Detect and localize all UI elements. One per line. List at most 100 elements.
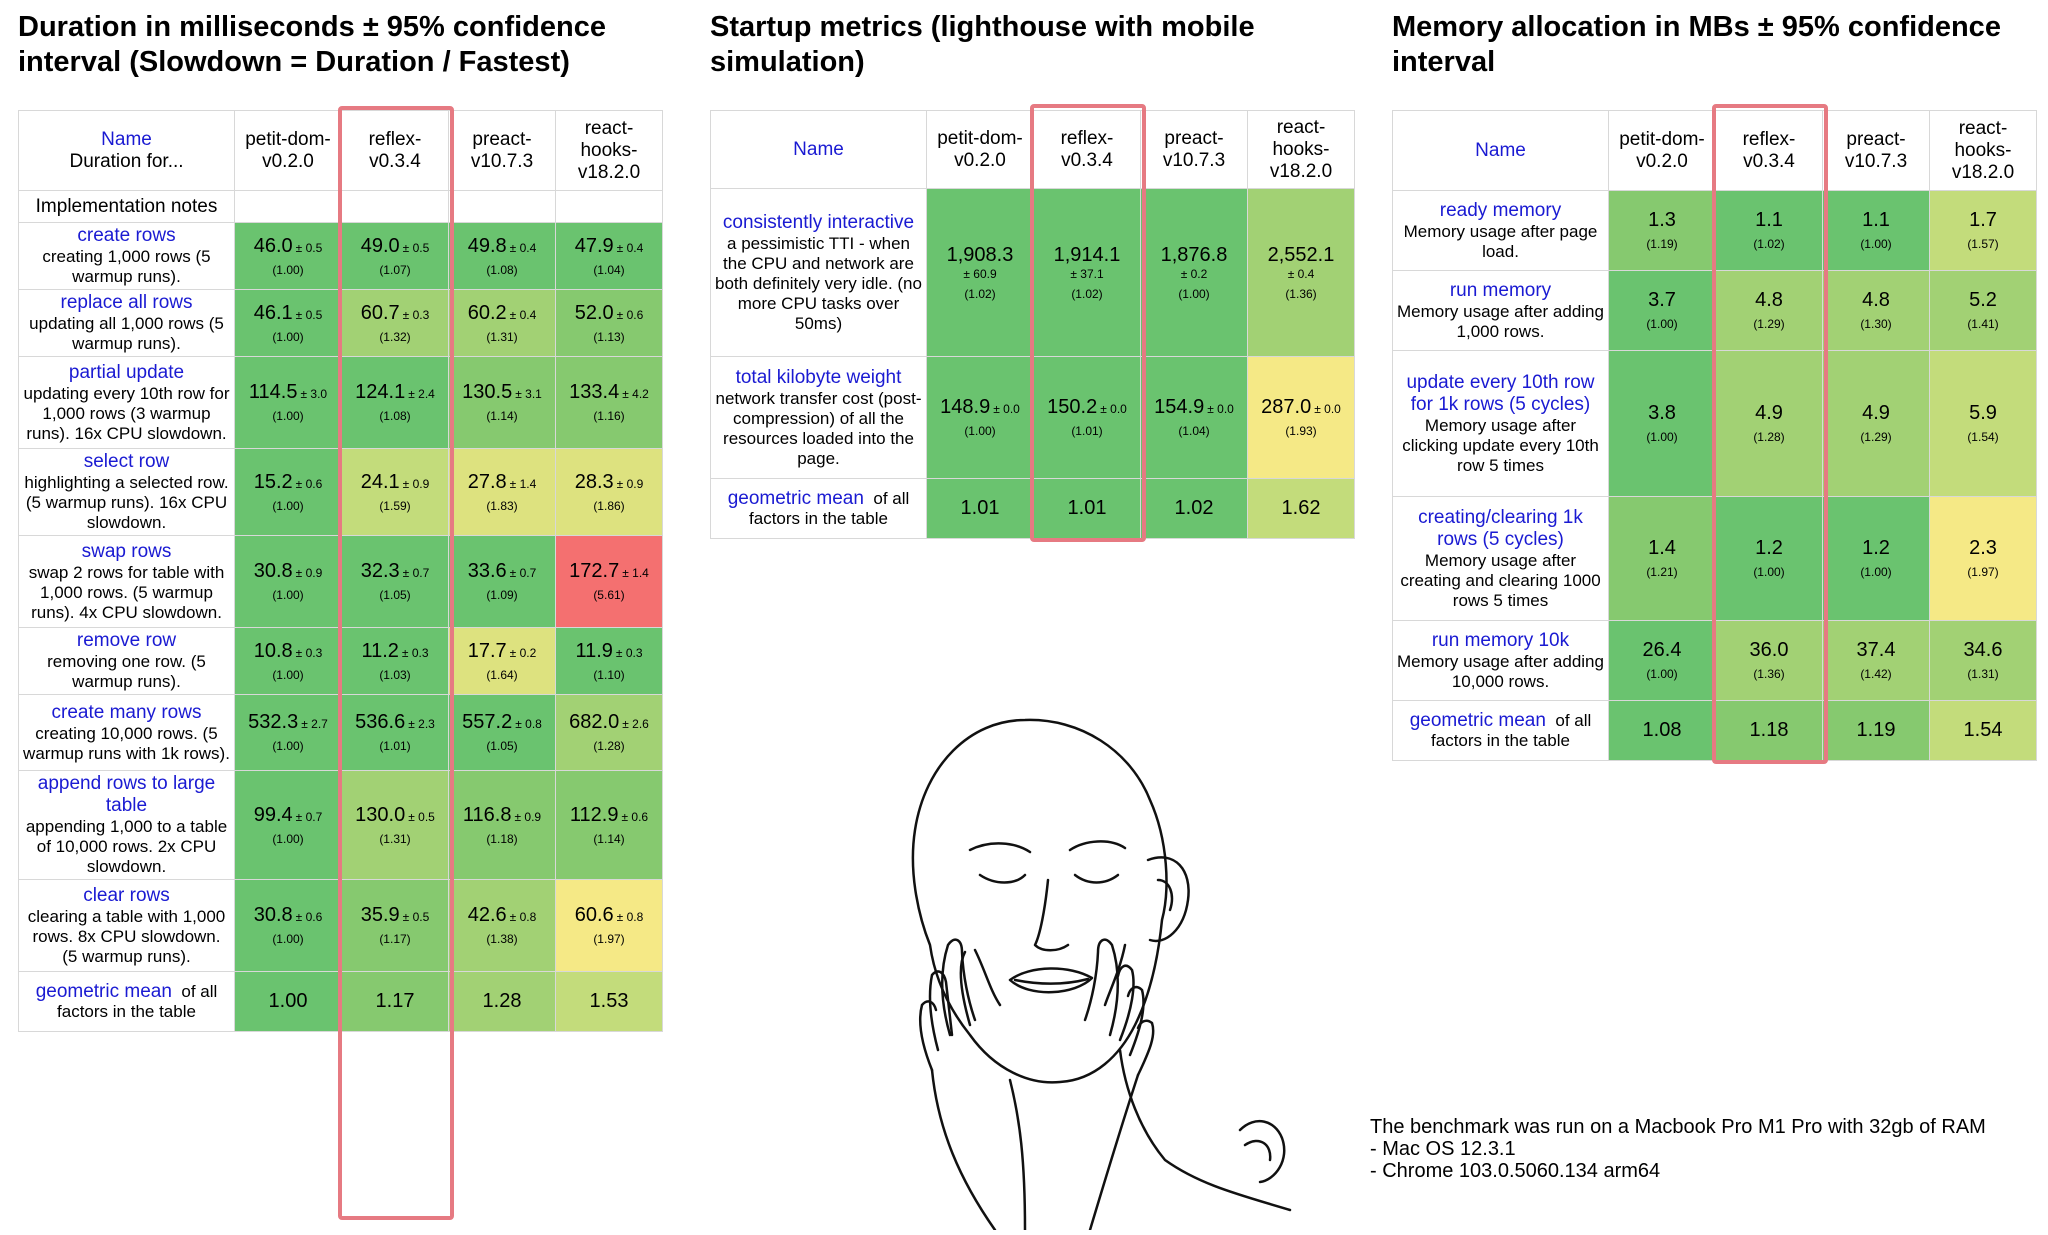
result-value-line: 114.5 ± 3.0 [239,381,337,404]
result-value-line: 35.9 ± 0.5 [346,904,444,927]
name-header-link[interactable]: Name [793,138,844,160]
result-value: 682.0 [569,711,620,733]
benchmark-name-link[interactable]: clear rows [83,884,170,906]
geometric-mean-link[interactable]: geometric mean [727,487,864,509]
slowdown-factor: (1.00) [1860,565,1892,579]
implementation-notes-cell [448,190,556,223]
benchmark-name-link[interactable]: run memory 10k [1431,629,1570,651]
result-cell: 46.1 ± 0.5 (1.00) [234,289,342,357]
benchmark-row: run memory 10k Memory usage after adding … [1392,620,2037,701]
result-value-line: 36.0 [1720,639,1818,662]
memory-title: Memory allocation in MBs ± 95% confidenc… [1392,11,2001,78]
slowdown-factor: (1.00) [1646,317,1678,331]
geometric-mean-value: 1.01 [1067,497,1107,519]
geometric-mean-value: 1.00 [268,990,308,1012]
benchmark-name-link[interactable]: create many rows [51,701,202,723]
benchmark-name-link[interactable]: replace all rows [60,292,193,313]
result-value: 46.1 [253,301,293,324]
benchmark-label-cell: replace all rows updating all 1,000 rows … [18,289,235,357]
column-header-petit-dom: petit-dom-v0.2.0 [1608,110,1716,191]
slowdown-factor: (1.29) [1860,430,1892,444]
benchmark-row: clear rows clearing a table with 1,000 ro… [18,879,663,972]
benchmark-name-link[interactable]: run memory [1449,279,1552,301]
result-value-line: 34.6 [1934,639,2032,662]
benchmark-row: swap rows swap 2 rows for table with 1,00… [18,535,663,628]
result-value-line: 47.9 ± 0.4 [560,235,658,258]
result-value: 1.3 [1648,209,1676,231]
slowdown-factor: (1.00) [272,932,304,946]
benchmark-name-link[interactable]: total kilobyte weight [735,366,902,388]
confidence-interval: ± 37.1 [1070,266,1104,281]
benchmark-name-link[interactable]: consistently interactive [722,211,915,233]
result-value-line: 33.6 ± 0.7 [453,560,551,583]
column-header-petit-dom: petit-dom-v0.2.0 [234,110,342,191]
benchmark-name-link[interactable]: creating/clearing 1k rows (5 cycles) [1418,506,1583,550]
benchmark-name-link[interactable]: swap rows [81,540,172,562]
geometric-mean-cell: 1.17 [341,971,449,1032]
name-header-link[interactable]: Name [101,128,152,150]
result-cell: 150.2 ± 0.0 (1.01) [1033,356,1141,479]
benchmark-description: a pessimistic TTI - when the CPU and net… [715,233,922,333]
result-value: 24.1 [360,470,400,493]
geometric-mean-link[interactable]: geometric mean [1409,709,1546,731]
slowdown-factor: (1.00) [1860,237,1892,251]
result-value: 28.3 [574,470,614,493]
name-column-header[interactable]: Name [1392,110,1609,191]
name-header-link[interactable]: Name [1475,139,1526,161]
column-header-react-hooks: react-hooks-v18.2.0 [1247,110,1355,189]
result-value: 35.9 [360,904,400,926]
confidence-interval: ± 0.7 [509,566,537,580]
benchmark-label-cell: select row highlighting a selected row. (… [18,448,235,536]
benchmark-name-link[interactable]: remove row [76,630,177,651]
benchmark-name-link[interactable]: append rows to large table [37,773,216,816]
implementation-notes-cell [341,190,449,223]
benchmark-row: replace all rows updating all 1,000 rows … [18,289,663,357]
benchmark-name-link[interactable]: update every 10th row for 1k rows (5 cyc… [1406,371,1595,415]
result-value-line: 532.3 ± 2.7 [239,711,337,734]
confidence-interval: ± 4.2 [622,387,649,401]
result-value: 3.8 [1648,402,1676,424]
footnote-browser: - Chrome 103.0.5060.134 arm64 [1370,1160,1661,1182]
result-value: 1,876.8 [1160,243,1228,266]
result-value-line: 52.0 ± 0.6 [560,302,658,325]
implementation-notes-label: Implementation notes [18,190,235,223]
benchmark-description: updating every 10th row for 1,000 rows (… [23,383,230,443]
slowdown-factor: (1.05) [379,588,411,602]
slowdown-factor: (1.01) [379,739,411,753]
result-value: 42.6 [467,904,507,926]
benchmark-name-link[interactable]: select row [83,451,170,472]
duration-table: Name Duration for... petit-dom-v0.2.0 re… [18,110,663,1032]
benchmark-label-cell: run memory 10k Memory usage after adding … [1392,620,1609,701]
result-cell: 4.9 (1.28) [1715,350,1823,497]
slowdown-factor: (1.04) [1178,424,1210,438]
footnote-os: - Mac OS 12.3.1 [1370,1138,1516,1160]
confidence-interval: ± 3.0 [300,387,328,401]
result-value: 17.7 [467,639,507,662]
result-value-line: 37.4 [1827,639,1925,662]
benchmark-label-cell: create many rows creating 10,000 rows. (5… [18,694,235,771]
confidence-interval: ± 0.5 [402,910,430,924]
result-value: 5.9 [1969,402,1997,424]
result-value-line: 60.2 ± 0.4 [453,302,551,325]
geometric-mean-link[interactable]: geometric mean [35,980,172,1002]
slowdown-factor: (1.00) [1178,286,1210,301]
result-value-line: 154.9 ± 0.0 [1145,396,1243,419]
benchmark-name-link[interactable]: create rows [77,225,176,246]
result-value: 287.0 [1261,396,1312,418]
slowdown-factor: (1.31) [1967,667,1999,681]
result-value-line: 5.2 [1934,289,2032,312]
benchmark-row: update every 10th row for 1k rows (5 cyc… [1392,350,2037,497]
slowdown-factor: (1.36) [1753,667,1785,681]
relief-face-illustration [820,690,1340,1235]
name-column-header[interactable]: Name Duration for... [18,110,235,191]
name-column-header[interactable]: Name [710,110,927,189]
result-cell: 172.7 ± 1.4 (5.61) [555,535,663,628]
result-cell: 30.8 ± 0.9 (1.00) [234,535,342,628]
benchmark-name-link[interactable]: ready memory [1439,199,1562,221]
result-cell: 99.4 ± 0.7 (1.00) [234,770,342,880]
result-value-line: 287.0 ± 0.0 [1252,396,1350,419]
geometric-mean-value: 1.53 [589,990,629,1012]
benchmark-name-link[interactable]: partial update [68,361,185,383]
result-value: 172.7 [569,560,620,582]
result-cell: 2,552.1 ± 0.4 (1.36) [1247,188,1355,357]
